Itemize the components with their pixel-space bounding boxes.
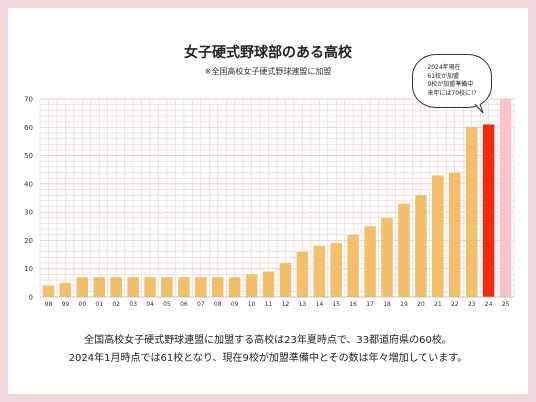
- bar-12: [279, 263, 292, 297]
- callout-bubble: 2024年現在 61校が加盟 9校が加盟準備中 来年には70校に!?: [412, 54, 492, 108]
- x-tick-label: 04: [146, 301, 154, 308]
- x-tick-label: 12: [282, 301, 290, 308]
- bar-17: [364, 226, 376, 297]
- x-tick-label: 00: [79, 301, 87, 308]
- bar-03: [127, 277, 139, 297]
- bar-projected-25: [499, 99, 512, 297]
- x-tick-label: 18: [383, 301, 391, 308]
- callout-tail: [474, 104, 484, 114]
- bar-19: [398, 203, 410, 297]
- y-tick-label: 60: [24, 124, 33, 132]
- bar-04: [144, 277, 156, 297]
- x-tick-label: 21: [434, 301, 442, 308]
- bar-18: [381, 217, 393, 297]
- bar-15: [330, 243, 343, 297]
- x-tick-label: 03: [129, 301, 137, 308]
- x-tick-label: 22: [451, 301, 459, 308]
- x-tick-label: 14: [316, 301, 324, 308]
- bar-01: [93, 277, 106, 297]
- callout-line-4: 来年には70校に!?: [427, 89, 477, 97]
- bar-98: [42, 285, 55, 297]
- x-tick-label: 08: [214, 301, 222, 308]
- y-tick-label: 70: [24, 96, 33, 104]
- bar-06: [178, 277, 190, 297]
- x-tick-label: 09: [231, 301, 239, 308]
- x-tick-label: 13: [299, 301, 307, 308]
- y-tick-label: 0: [29, 294, 33, 302]
- callout-line-3: 9校が加盟準備中: [427, 81, 474, 88]
- x-tick-label: 25: [502, 301, 510, 308]
- x-tick-label: 20: [417, 301, 425, 308]
- bar-21: [432, 175, 444, 297]
- x-tick-label: 99: [62, 301, 70, 308]
- bar-16: [347, 234, 359, 297]
- bar-20: [415, 195, 427, 297]
- x-tick-label: 19: [400, 301, 408, 308]
- bar-00: [76, 277, 89, 297]
- y-tick-label: 50: [24, 152, 33, 160]
- bar-11: [262, 271, 275, 297]
- bar-10: [245, 274, 258, 297]
- y-tick-label: 30: [24, 209, 33, 217]
- x-tick-label: 98: [45, 301, 53, 308]
- x-tick-label: 01: [95, 301, 103, 308]
- x-tick-label: 11: [265, 301, 273, 308]
- bar-22: [448, 172, 461, 297]
- callout-line-2: 61校が加盟: [427, 72, 460, 80]
- x-tick-label: 06: [180, 301, 188, 308]
- x-tick-label: 15: [332, 301, 340, 308]
- bar-05: [161, 277, 173, 297]
- bar-99: [59, 282, 72, 297]
- footer-line-2: 2024年1月時点では61校となり、現在9校が加盟準備中とその数は年々増加してい…: [68, 353, 468, 364]
- x-tick-label: 16: [349, 301, 357, 308]
- callout-line-1: 2024年現在: [427, 64, 461, 71]
- bar-09: [228, 277, 241, 297]
- bar-13: [296, 251, 309, 297]
- chart-subtitle: ※全国高校女子硬式野球連盟に加盟: [204, 67, 332, 76]
- y-tick-label: 10: [24, 265, 33, 273]
- bar-highlight-24: [482, 124, 495, 297]
- footer-line-1: 全国高校女子硬式野球連盟に加盟する高校は23年夏時点で、33都道府県の60校。: [84, 335, 452, 346]
- y-tick-label: 20: [24, 237, 33, 245]
- footer-text: 全国高校女子硬式野球連盟に加盟する高校は23年夏時点で、33都道府県の60校。 …: [0, 332, 536, 368]
- chart-title: 女子硬式野球部のある高校: [184, 45, 352, 61]
- x-tick-label: 24: [485, 301, 493, 308]
- y-tick-label: 40: [24, 180, 33, 188]
- bar-07: [195, 277, 207, 297]
- x-tick-label: 02: [112, 301, 120, 308]
- x-tick-label: 10: [248, 301, 256, 308]
- x-tick-label: 05: [163, 301, 171, 308]
- x-tick-label: 07: [197, 301, 205, 308]
- bar-02: [110, 277, 122, 297]
- bar-23: [465, 127, 478, 298]
- bar-08: [211, 277, 224, 297]
- bar-14: [313, 246, 326, 297]
- x-tick-label: 23: [468, 301, 476, 308]
- x-tick-label: 17: [366, 301, 374, 308]
